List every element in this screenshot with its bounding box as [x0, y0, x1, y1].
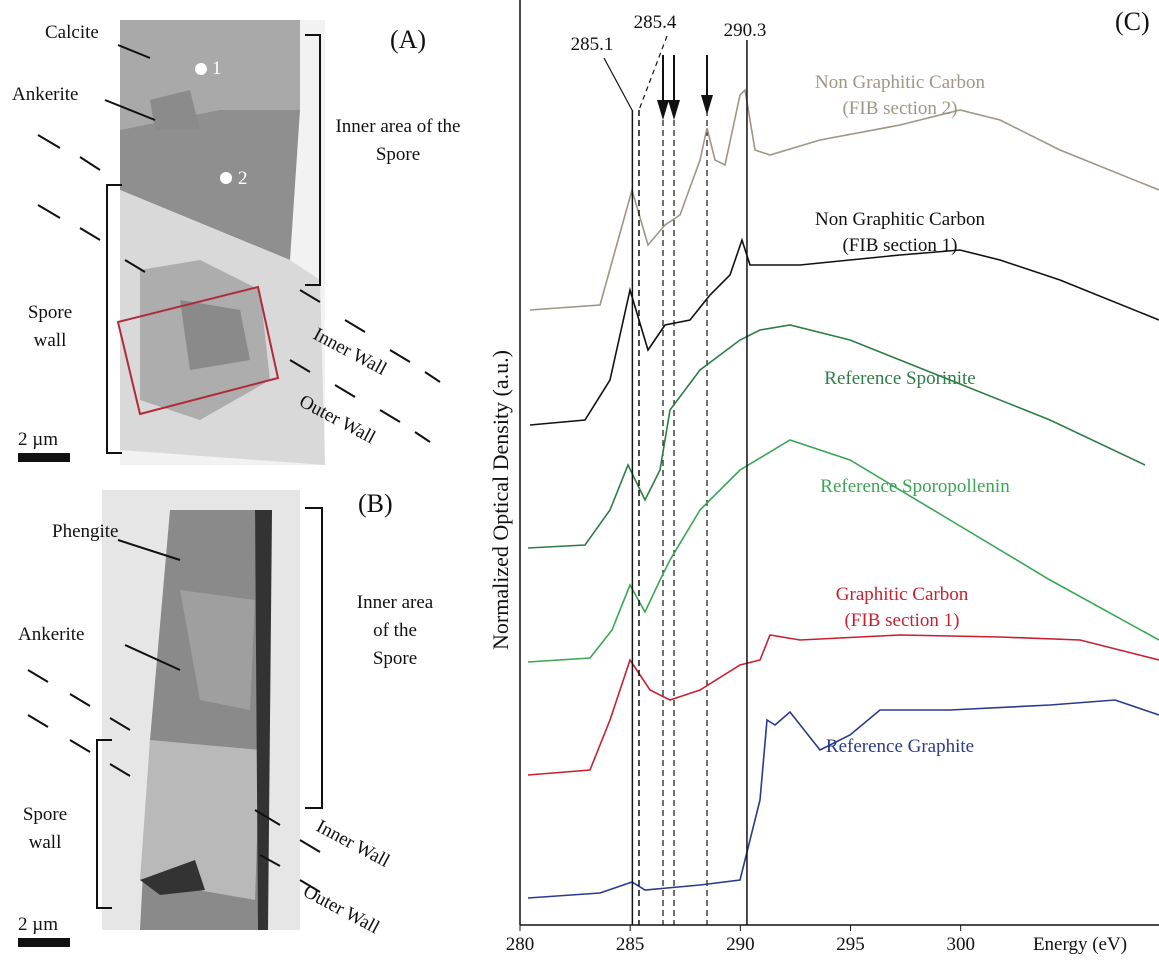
panel-a-image — [116, 20, 325, 465]
annotation: Spore — [28, 302, 72, 323]
x-tick-label: 290 — [726, 934, 755, 955]
y-axis-label: Normalized Optical Density (a.u.) — [488, 350, 513, 650]
x-axis-label: Energy (eV) — [1033, 934, 1127, 955]
curve-label: (FIB section 1) — [844, 610, 959, 631]
scale-bar — [18, 453, 70, 462]
spectra — [527, 88, 1159, 899]
dashed-lines — [662, 110, 708, 925]
scale-bar — [18, 938, 70, 947]
curve-label: Non Graphitic Carbon — [815, 209, 985, 230]
annotation: Outer Wall — [300, 881, 383, 939]
peak-label: 290.3 — [724, 20, 767, 41]
panel-a-lines — [37, 34, 441, 454]
annotation: Ankerite — [18, 624, 84, 645]
scale-label: 2 µm — [18, 914, 58, 935]
panel-label: (B) — [358, 489, 393, 518]
annotation: Inner area of the — [335, 116, 460, 137]
leader-line — [638, 35, 668, 111]
annotation: Spore — [376, 144, 420, 165]
curve-label: (FIB section 1) — [842, 235, 957, 256]
arrows — [657, 55, 713, 120]
annotation: Phengite — [52, 521, 119, 542]
annotation: Spore — [373, 648, 417, 669]
scale-label: 2 µm — [18, 429, 58, 450]
panel-label: (C) — [1115, 7, 1150, 36]
annotation: Spore — [23, 804, 67, 825]
panel-b-image — [102, 490, 300, 930]
annotation: Inner area — [357, 592, 434, 613]
annotation: Inner Wall — [313, 816, 393, 872]
curve-label: Reference Sporopollenin — [820, 476, 1010, 497]
peak-label: 285.4 — [634, 12, 677, 33]
curve-label: Graphitic Carbon — [836, 584, 969, 605]
leader-line — [603, 57, 633, 111]
curve-label: Reference Sporinite — [824, 368, 975, 389]
annotation: 2 — [238, 168, 248, 189]
annotation: 1 — [212, 58, 222, 79]
annotation: wall — [29, 832, 62, 853]
curve-label: (FIB section 2) — [842, 98, 957, 119]
annotation: Calcite — [45, 22, 99, 43]
x-tick-label: 295 — [836, 934, 865, 955]
panel-label: (A) — [390, 25, 426, 54]
panel-b-lines — [27, 507, 323, 909]
x-tick-label: 280 — [506, 934, 535, 955]
peak-label: 285.1 — [571, 34, 614, 55]
annotation: Ankerite — [12, 84, 78, 105]
panel-c: (C) Normalized Optical Density (a.u.) En… — [488, 0, 1159, 955]
curve-label: Non Graphitic Carbon — [815, 72, 985, 93]
annotation: of the — [373, 620, 417, 641]
annotation: wall — [34, 330, 67, 351]
curve-label: Reference Graphite — [826, 736, 974, 757]
x-tick-label: 300 — [946, 934, 975, 955]
x-tick-label: 285 — [616, 934, 645, 955]
